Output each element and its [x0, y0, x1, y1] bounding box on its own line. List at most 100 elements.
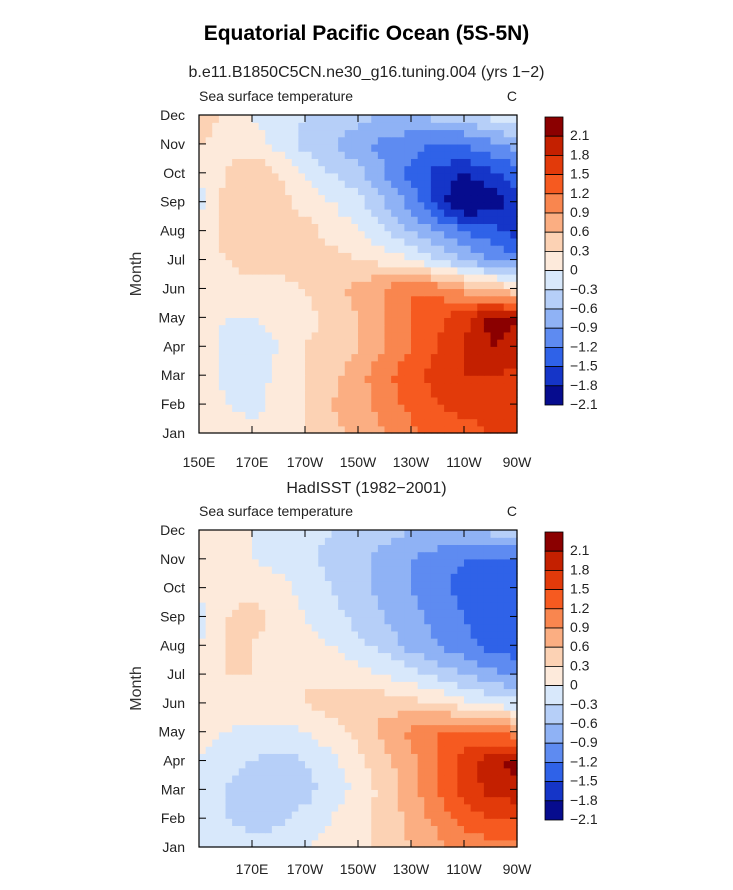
- heatmap-cell: [503, 404, 511, 412]
- heatmap-cell: [364, 425, 372, 434]
- heatmap-cell: [444, 360, 452, 369]
- heatmap-cell: [225, 187, 233, 196]
- heatmap-cell: [450, 731, 458, 740]
- heatmap-cell: [417, 274, 425, 282]
- heatmap-cell: [464, 331, 472, 340]
- heatmap-cell: [331, 659, 339, 668]
- heatmap-cell: [377, 115, 386, 123]
- heatmap-cell: [510, 594, 518, 603]
- heatmap-cell: [212, 375, 220, 384]
- heatmap-cell: [483, 187, 492, 196]
- heatmap-cell: [199, 537, 207, 545]
- heatmap-cell: [245, 738, 253, 747]
- heatmap-cell: [497, 674, 505, 682]
- heatmap-cell: [271, 295, 280, 304]
- heatmap-cell: [258, 310, 266, 318]
- heatmap-cell: [450, 544, 458, 553]
- heatmap-cell: [391, 537, 399, 545]
- heatmap-cell: [457, 839, 465, 848]
- heatmap-cell: [199, 818, 207, 826]
- heatmap-cell: [437, 360, 445, 369]
- heatmap-cell: [424, 616, 432, 625]
- heatmap-cell: [311, 774, 319, 783]
- heatmap-cell: [391, 245, 399, 253]
- heatmap-cell: [503, 122, 511, 131]
- heatmap-cell: [258, 796, 266, 805]
- heatmap-cell: [285, 609, 293, 618]
- heatmap-cell: [503, 129, 511, 138]
- heatmap-cell: [430, 702, 439, 711]
- heatmap-cell: [377, 339, 386, 347]
- heatmap-cell: [258, 216, 266, 225]
- heatmap-cell: [351, 389, 359, 398]
- heatmap-cell: [510, 353, 518, 362]
- heatmap-cell: [371, 252, 379, 261]
- heatmap-cell: [324, 645, 333, 654]
- heatmap-cell: [252, 818, 260, 826]
- heatmap-cell: [218, 136, 227, 145]
- heatmap-cell: [457, 825, 465, 834]
- heatmap-cell: [305, 404, 313, 412]
- heatmap-cell: [291, 630, 299, 639]
- heatmap-cell: [232, 724, 240, 733]
- heatmap-cell: [397, 295, 405, 304]
- heatmap-cell: [437, 594, 445, 603]
- heatmap-cell: [318, 602, 326, 610]
- heatmap-cell: [265, 602, 273, 610]
- heatmap-cell: [510, 324, 518, 333]
- heatmap-cell: [497, 789, 505, 798]
- heatmap-cell: [291, 259, 299, 268]
- heatmap-cell: [503, 681, 511, 690]
- heatmap-cell: [344, 645, 352, 654]
- heatmap-cell: [305, 645, 313, 654]
- heatmap-cell: [212, 623, 220, 632]
- heatmap-cell: [510, 710, 518, 718]
- heatmap-cell: [470, 187, 478, 196]
- heatmap-cell: [238, 418, 246, 427]
- heatmap-cell: [510, 339, 518, 347]
- heatmap-cell: [450, 122, 458, 131]
- heatmap-cell: [344, 753, 352, 762]
- heatmap-cell: [377, 375, 386, 384]
- heatmap-cell: [331, 630, 339, 639]
- heatmap-cell: [338, 223, 346, 232]
- heatmap-cell: [218, 237, 227, 246]
- heatmap-cell: [490, 201, 498, 210]
- heatmap-cell: [510, 717, 518, 726]
- heatmap-cell: [497, 259, 505, 268]
- heatmap-cell: [364, 389, 372, 398]
- heatmap-cell: [245, 774, 253, 783]
- heatmap-cell: [497, 367, 505, 376]
- heatmap-cell: [212, 789, 220, 798]
- y-tick-label: May: [159, 724, 185, 740]
- heatmap-cell: [384, 832, 392, 841]
- heatmap-cell: [503, 237, 511, 246]
- heatmap-cell: [358, 760, 366, 769]
- heatmap-cell: [497, 803, 505, 812]
- heatmap-cell: [497, 194, 505, 203]
- heatmap-cell: [258, 573, 266, 582]
- heatmap-cell: [470, 767, 478, 776]
- heatmap-cell: [331, 573, 339, 582]
- heatmap-cell: [450, 367, 458, 376]
- heatmap-cell: [437, 558, 445, 567]
- heatmap-cell: [331, 151, 339, 159]
- variable-label: Sea surface temperature: [199, 88, 353, 104]
- heatmap-cell: [271, 688, 280, 697]
- heatmap-cell: [377, 630, 386, 639]
- heatmap-cell: [232, 789, 240, 798]
- heatmap-cell: [510, 425, 518, 434]
- heatmap-cell: [503, 710, 511, 718]
- heatmap-cell: [503, 230, 511, 239]
- heatmap-cell: [212, 652, 220, 661]
- heatmap-cell: [430, 587, 439, 596]
- heatmap-cell: [424, 623, 432, 632]
- heatmap-cell: [470, 825, 478, 834]
- heatmap-cell: [278, 389, 286, 398]
- heatmap-cell: [232, 295, 240, 304]
- heatmap-cell: [199, 774, 207, 783]
- heatmap-cell: [444, 310, 452, 318]
- heatmap-cell: [278, 645, 286, 654]
- heatmap-cell: [384, 382, 392, 391]
